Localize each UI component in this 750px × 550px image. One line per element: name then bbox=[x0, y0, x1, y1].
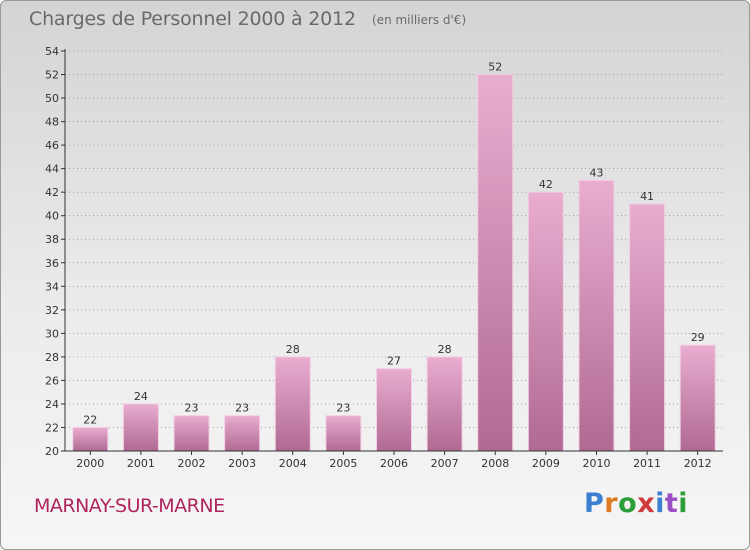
bar bbox=[325, 415, 362, 452]
x-tick-label: 2006 bbox=[380, 457, 408, 470]
bar bbox=[274, 356, 311, 452]
y-tick-label: 40 bbox=[45, 210, 59, 223]
y-tick-label: 54 bbox=[45, 45, 59, 58]
x-tick-label: 2011 bbox=[633, 457, 661, 470]
bar-value-label: 27 bbox=[387, 355, 401, 368]
bar-value-label: 23 bbox=[336, 402, 350, 415]
x-tick-label: 2001 bbox=[127, 457, 155, 470]
logo-letter: o bbox=[618, 488, 638, 519]
bar bbox=[629, 203, 666, 452]
x-tick-label: 2010 bbox=[582, 457, 610, 470]
bar-value-label: 43 bbox=[589, 166, 603, 179]
bar bbox=[527, 191, 564, 452]
y-tick-label: 20 bbox=[45, 445, 59, 458]
bar-value-label: 42 bbox=[539, 178, 553, 191]
y-tick-label: 30 bbox=[45, 327, 59, 340]
y-tick-label: 28 bbox=[45, 351, 59, 364]
chart-subtitle: (en milliers d'€) bbox=[372, 13, 467, 27]
bar bbox=[426, 356, 463, 452]
logo-letter: r bbox=[604, 488, 619, 519]
y-tick-label: 44 bbox=[45, 163, 59, 176]
logo-letter: x bbox=[637, 488, 656, 519]
bar-value-label: 24 bbox=[134, 390, 148, 403]
bar-value-label: 28 bbox=[438, 343, 452, 356]
x-tick-label: 2008 bbox=[481, 457, 509, 470]
logo-letter: P bbox=[584, 488, 605, 519]
x-tick-label: 2003 bbox=[228, 457, 256, 470]
bar bbox=[578, 179, 615, 452]
bar-value-label: 29 bbox=[691, 331, 705, 344]
bars bbox=[72, 74, 716, 452]
bar bbox=[122, 403, 159, 452]
bar bbox=[72, 426, 109, 452]
bar-value-label: 52 bbox=[488, 61, 502, 74]
logo-letter: i bbox=[655, 488, 665, 519]
x-tick-label: 2004 bbox=[279, 457, 307, 470]
y-tick-label: 38 bbox=[45, 233, 59, 246]
bar bbox=[477, 74, 514, 452]
y-tick-label: 22 bbox=[45, 421, 59, 434]
logo-letter: i bbox=[678, 488, 689, 519]
bar bbox=[173, 415, 210, 452]
y-tick-label: 36 bbox=[45, 257, 59, 270]
bar-value-label: 23 bbox=[235, 402, 249, 415]
y-tick-label: 34 bbox=[45, 280, 59, 293]
y-tick-label: 32 bbox=[45, 304, 59, 317]
y-tick-label: 26 bbox=[45, 374, 59, 387]
chart-title: Charges de Personnel 2000 à 2012 bbox=[29, 8, 356, 30]
bar-value-label: 41 bbox=[640, 190, 654, 203]
bar bbox=[679, 344, 716, 452]
bar-value-label: 28 bbox=[286, 343, 300, 356]
x-tick-label: 2002 bbox=[178, 457, 206, 470]
x-tick-label: 2005 bbox=[329, 457, 357, 470]
y-tick-label: 48 bbox=[45, 116, 59, 129]
y-tick-label: 52 bbox=[45, 69, 59, 82]
x-tick-label: 2012 bbox=[684, 457, 712, 470]
y-tick-label: 24 bbox=[45, 398, 59, 411]
proxiti-logo: Proxiti bbox=[584, 488, 688, 519]
x-tick-label: 2009 bbox=[532, 457, 560, 470]
bar-value-label: 22 bbox=[83, 413, 97, 426]
bar bbox=[224, 415, 261, 452]
y-tick-label: 46 bbox=[45, 139, 59, 152]
logo-letter: t bbox=[664, 488, 679, 519]
labels: 20 22 24 26 28 30 32 34 36 38 40 42 44 46 48 50 52 54 22 20… bbox=[45, 45, 712, 470]
y-tick-label: 50 bbox=[45, 92, 59, 105]
axes bbox=[61, 49, 723, 455]
y-tick-label: 42 bbox=[45, 186, 59, 199]
commune-name: MARNAY-SUR-MARNE bbox=[34, 495, 225, 517]
x-tick-label: 2007 bbox=[431, 457, 459, 470]
x-tick-label: 2000 bbox=[76, 457, 104, 470]
bar bbox=[376, 368, 412, 452]
bar-value-label: 23 bbox=[185, 402, 199, 415]
